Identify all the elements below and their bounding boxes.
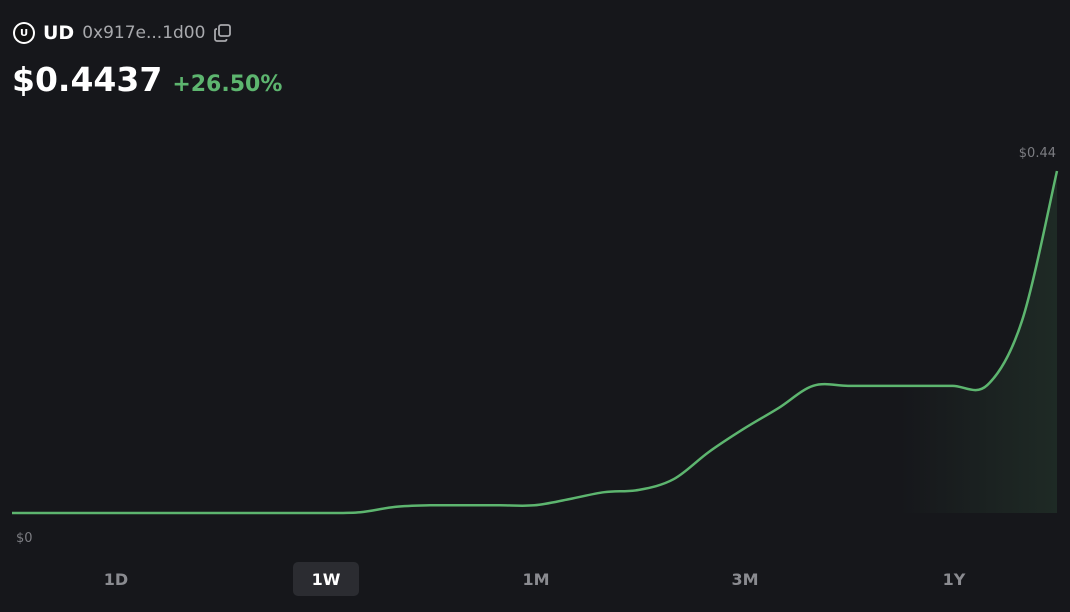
- y-tick-label: $0.44: [1019, 146, 1056, 161]
- token-address: 0x917e...1d00: [82, 23, 206, 43]
- price-row: $0.4437 +26.50%: [12, 60, 282, 99]
- y-tick-label: $0: [16, 531, 33, 546]
- price: $0.4437: [12, 60, 163, 99]
- token-symbol: UD: [43, 22, 75, 44]
- range-button[interactable]: 1D: [103, 569, 129, 589]
- range-button[interactable]: 1M: [522, 569, 550, 589]
- price-area: [12, 171, 1057, 514]
- token-icon-letter: U: [15, 24, 33, 42]
- range-button[interactable]: 1W: [293, 562, 359, 596]
- range-selector: 1D 1W 1M 3M 1Y: [0, 562, 1070, 596]
- range-button[interactable]: 3M: [731, 569, 759, 589]
- token-header: U UD 0x917e...1d00: [13, 22, 233, 44]
- token-icon: U: [13, 22, 35, 44]
- range-button[interactable]: 1Y: [942, 569, 966, 589]
- price-line: [12, 170, 1059, 515]
- copy-button[interactable]: [213, 23, 233, 43]
- price-change: +26.50%: [172, 72, 283, 97]
